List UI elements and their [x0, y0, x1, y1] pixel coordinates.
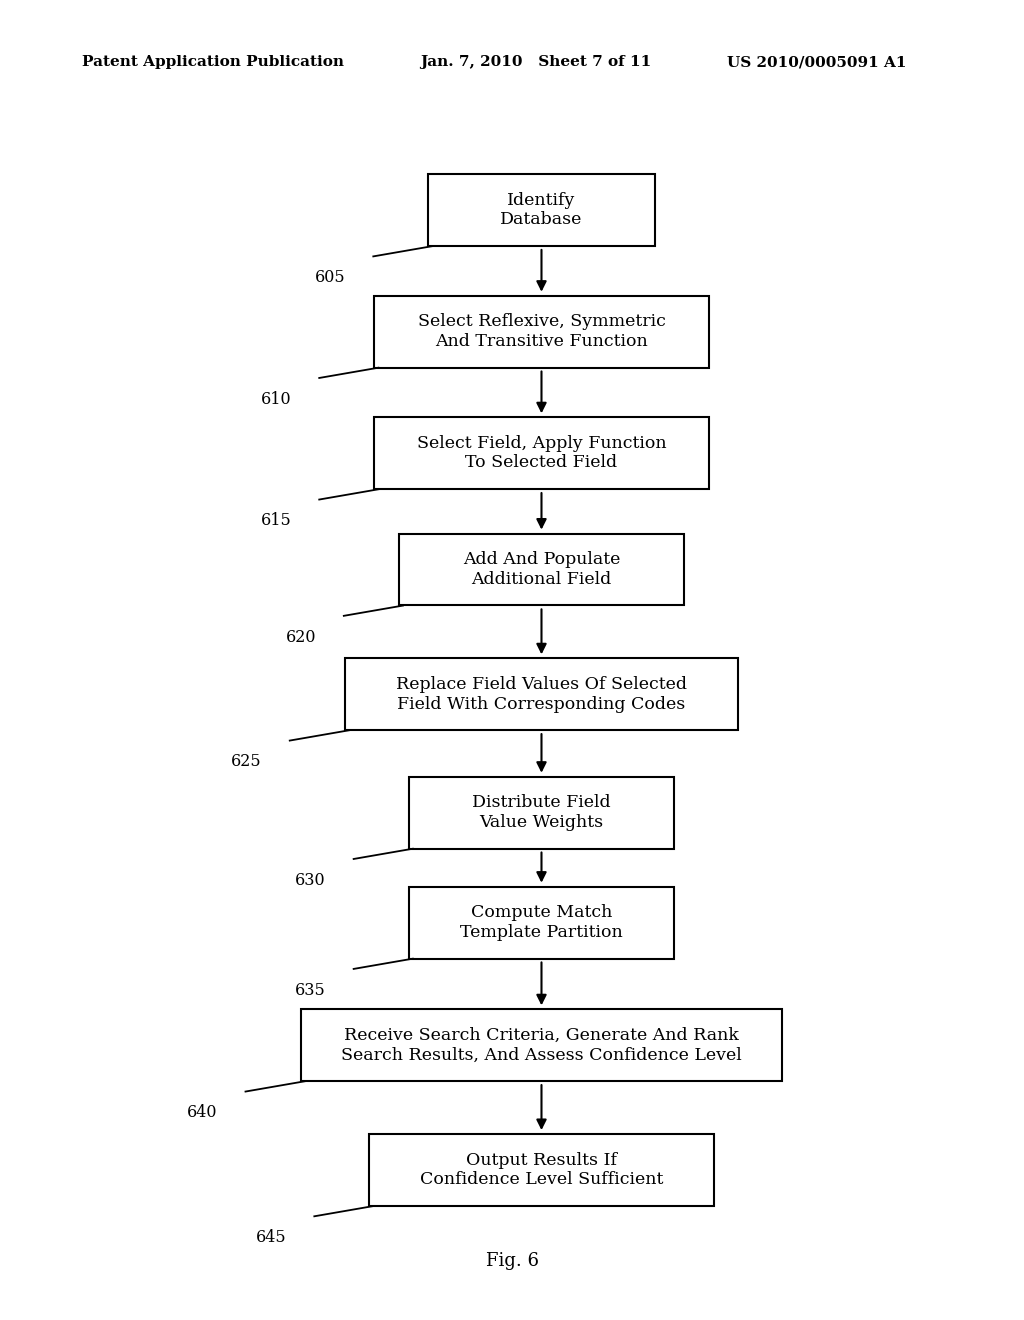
- Text: Identify
Database: Identify Database: [501, 191, 583, 228]
- Text: US 2010/0005091 A1: US 2010/0005091 A1: [727, 55, 906, 70]
- FancyBboxPatch shape: [370, 1134, 714, 1206]
- FancyBboxPatch shape: [428, 174, 654, 246]
- FancyBboxPatch shape: [375, 417, 709, 490]
- Text: 625: 625: [231, 754, 262, 771]
- Text: Receive Search Criteria, Generate And Rank
Search Results, And Assess Confidence: Receive Search Criteria, Generate And Ra…: [341, 1027, 741, 1064]
- Text: Add And Populate
Additional Field: Add And Populate Additional Field: [463, 552, 621, 587]
- Text: Distribute Field
Value Weights: Distribute Field Value Weights: [472, 795, 610, 830]
- Text: 635: 635: [295, 982, 326, 999]
- Text: Fig. 6: Fig. 6: [485, 1251, 539, 1270]
- Text: Output Results If
Confidence Level Sufficient: Output Results If Confidence Level Suffi…: [420, 1151, 664, 1188]
- Text: Select Field, Apply Function
To Selected Field: Select Field, Apply Function To Selected…: [417, 434, 667, 471]
- Text: 640: 640: [187, 1105, 217, 1122]
- FancyBboxPatch shape: [345, 659, 738, 730]
- Text: Select Reflexive, Symmetric
And Transitive Function: Select Reflexive, Symmetric And Transiti…: [418, 313, 666, 350]
- Text: 615: 615: [261, 512, 292, 529]
- FancyBboxPatch shape: [301, 1010, 782, 1081]
- Text: Replace Field Values Of Selected
Field With Corresponding Codes: Replace Field Values Of Selected Field W…: [396, 676, 687, 713]
- FancyBboxPatch shape: [409, 887, 674, 958]
- FancyBboxPatch shape: [409, 776, 674, 849]
- Text: Compute Match
Template Partition: Compute Match Template Partition: [460, 904, 623, 941]
- Text: 605: 605: [314, 269, 345, 286]
- FancyBboxPatch shape: [375, 296, 709, 367]
- FancyBboxPatch shape: [399, 533, 684, 606]
- Text: Patent Application Publication: Patent Application Publication: [82, 55, 344, 70]
- Text: 620: 620: [286, 628, 315, 645]
- Text: 630: 630: [295, 871, 326, 888]
- Text: 610: 610: [261, 391, 292, 408]
- Text: Jan. 7, 2010   Sheet 7 of 11: Jan. 7, 2010 Sheet 7 of 11: [420, 55, 651, 70]
- Text: 645: 645: [256, 1229, 287, 1246]
